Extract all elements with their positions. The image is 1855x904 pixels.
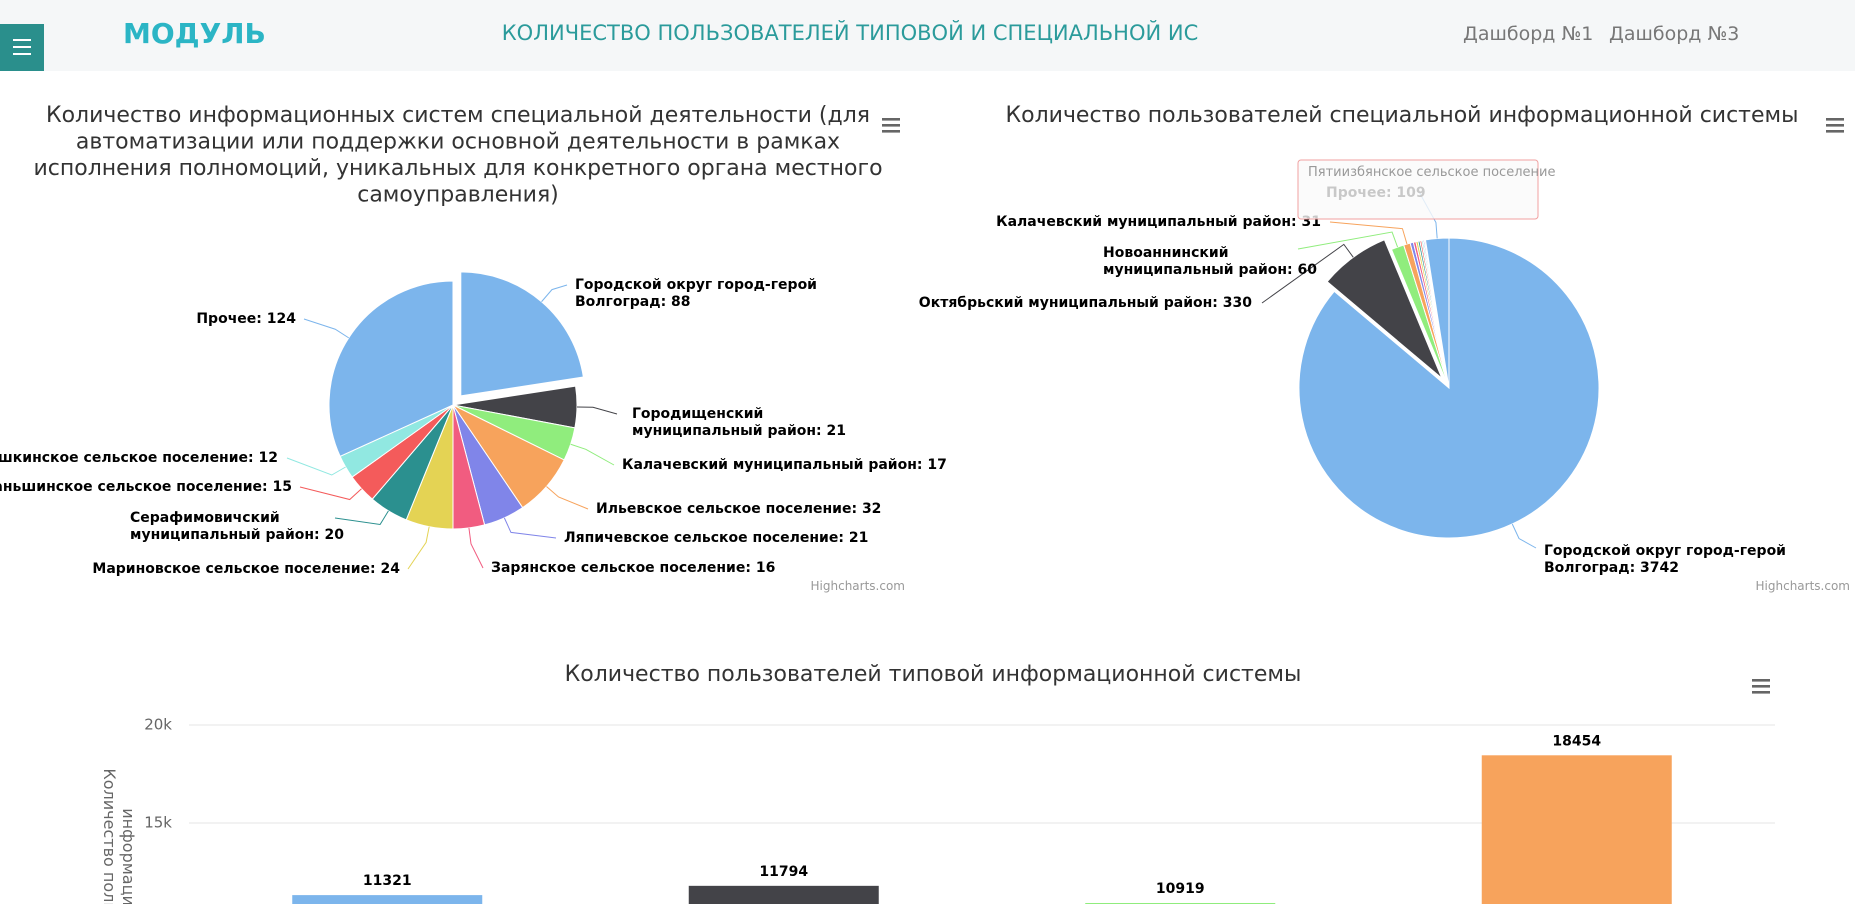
- label-connector: [1329, 221, 1408, 245]
- menu-icon: [882, 118, 900, 121]
- data-label: Мариновское сельское поселение: 24: [92, 561, 400, 577]
- label-connector: [334, 510, 389, 526]
- data-label: Калачевский муниципальный район: 17: [622, 457, 947, 473]
- y-axis-title: Количество пользователей типовойинформац…: [100, 768, 138, 904]
- data-label: Серафимовичский муниципальный район: 20: [130, 510, 344, 543]
- label-connector: [1261, 243, 1354, 304]
- bar: [688, 885, 879, 904]
- credits: Highcharts.com: [811, 579, 905, 593]
- bar: [292, 895, 483, 904]
- data-label: Алешкинское сельское поселение: 12: [0, 450, 278, 466]
- label-connector: [1297, 231, 1399, 250]
- pie-slice: [1326, 239, 1443, 379]
- menu-icon: [882, 124, 900, 127]
- label-connector: [1511, 523, 1537, 549]
- menu-icon: [882, 130, 900, 133]
- header: МОДУЛЬ КОЛИЧЕСТВО ПОЛЬЗОВАТЕЛЕЙ ТИПОВОЙ …: [0, 0, 1855, 71]
- credits: Highcharts.com: [1756, 579, 1850, 593]
- data-label: 11794: [759, 864, 808, 880]
- data-label: 18454: [1552, 733, 1601, 749]
- bar: [1481, 755, 1672, 904]
- data-label: Паньшинское сельское поселение: 15: [0, 479, 292, 495]
- label-connector: [407, 526, 430, 570]
- label-connector: [303, 318, 350, 339]
- label-connector: [576, 406, 618, 415]
- nav-link[interactable]: Дашборд №3: [1609, 23, 1740, 45]
- data-label: Калачевский муниципальный район: 31: [996, 214, 1321, 230]
- data-label: 10919: [1156, 881, 1205, 897]
- chart-title: Количество пользователей специальной инф…: [1006, 103, 1799, 128]
- data-label: 11321: [363, 873, 412, 889]
- page-title: КОЛИЧЕСТВО ПОЛЬЗОВАТЕЛЕЙ ТИПОВОЙ И СПЕЦИ…: [501, 21, 1199, 45]
- menu-button[interactable]: [0, 24, 44, 71]
- data-label: Зарянское сельское поселение: 16: [491, 560, 775, 576]
- label-connector: [570, 443, 615, 466]
- data-label: Городищенский муниципальный район: 21: [632, 406, 846, 439]
- data-label: Городской округ город-герой Волгоград: 37…: [1544, 543, 1786, 576]
- chart-title: Количество информационных систем специал…: [33, 103, 882, 208]
- chart-title: Количество пользователей типовой информа…: [565, 662, 1302, 687]
- tooltip-text: Пятиизбянское сельское поселение: [1308, 165, 1555, 180]
- tooltip: [1297, 159, 1539, 220]
- menu-icon: [1826, 130, 1844, 133]
- label-connector: [286, 457, 346, 476]
- menu-icon: [1752, 691, 1770, 694]
- y-tick-label: 20k: [144, 716, 172, 734]
- label-connector: [546, 486, 589, 510]
- bar: [1085, 902, 1276, 904]
- data-label: Ляпичевское сельское поселение: 21: [564, 530, 868, 546]
- pie-slice: [460, 271, 584, 397]
- data-label: Прочее: 124: [196, 311, 296, 327]
- menu-icon: [1752, 679, 1770, 682]
- menu-icon: [1826, 118, 1844, 121]
- label-connector: [468, 527, 484, 569]
- logo[interactable]: МОДУЛЬ: [123, 17, 266, 50]
- data-label: Ильевское сельское поселение: 32: [596, 501, 881, 517]
- data-label: Октябрьский муниципальный район: 330: [919, 295, 1252, 311]
- label-connector: [503, 517, 557, 539]
- pie-slice: [328, 280, 454, 458]
- data-label: Новоаннинский муниципальный район: 60: [1103, 245, 1317, 278]
- label-connector: [299, 486, 362, 501]
- nav-link[interactable]: Дашборд №1: [1463, 23, 1594, 45]
- y-tick-label: 15k: [144, 814, 172, 832]
- menu-icon: [1826, 124, 1844, 127]
- label-connector: [541, 284, 568, 303]
- data-label: Городской округ город-герой Волгоград: 88: [575, 277, 817, 310]
- menu-icon: [1752, 685, 1770, 688]
